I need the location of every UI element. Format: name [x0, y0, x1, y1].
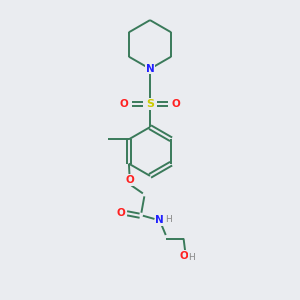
Text: H: H — [188, 253, 195, 262]
Text: H: H — [165, 215, 172, 224]
Text: O: O — [179, 251, 188, 261]
Text: O: O — [119, 99, 128, 109]
Text: N: N — [155, 215, 164, 225]
Text: O: O — [125, 175, 134, 185]
Text: N: N — [146, 64, 154, 74]
Text: O: O — [117, 208, 125, 218]
Text: S: S — [146, 99, 154, 109]
Text: O: O — [172, 99, 181, 109]
